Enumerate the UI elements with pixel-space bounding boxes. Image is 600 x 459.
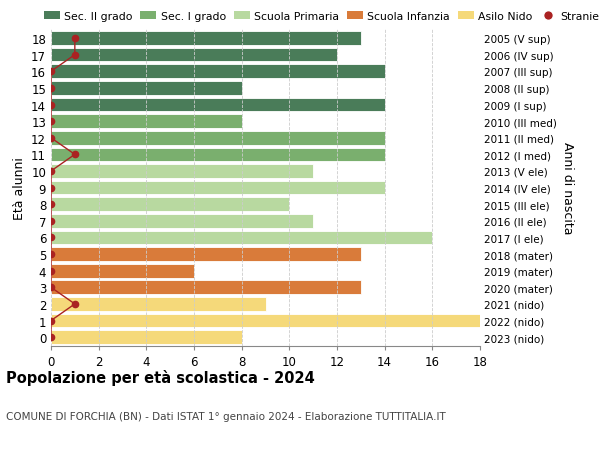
Bar bbox=[51, 297, 265, 311]
Bar bbox=[51, 115, 242, 129]
Y-axis label: Anni di nascita: Anni di nascita bbox=[561, 142, 574, 235]
Bar bbox=[51, 214, 313, 228]
Y-axis label: Età alunni: Età alunni bbox=[13, 157, 26, 219]
Bar bbox=[51, 281, 361, 295]
Bar bbox=[51, 49, 337, 62]
Legend: Sec. II grado, Sec. I grado, Scuola Primaria, Scuola Infanzia, Asilo Nido, Stran: Sec. II grado, Sec. I grado, Scuola Prim… bbox=[44, 11, 600, 22]
Text: Popolazione per età scolastica - 2024: Popolazione per età scolastica - 2024 bbox=[6, 369, 315, 386]
Bar bbox=[51, 132, 385, 145]
Bar bbox=[51, 165, 313, 179]
Bar bbox=[51, 330, 242, 344]
Bar bbox=[51, 65, 385, 79]
Bar bbox=[51, 264, 194, 278]
Bar bbox=[51, 99, 385, 112]
Bar bbox=[51, 314, 480, 328]
Text: COMUNE DI FORCHIA (BN) - Dati ISTAT 1° gennaio 2024 - Elaborazione TUTTITALIA.IT: COMUNE DI FORCHIA (BN) - Dati ISTAT 1° g… bbox=[6, 411, 446, 421]
Bar bbox=[51, 198, 289, 212]
Bar bbox=[51, 231, 433, 245]
Bar bbox=[51, 82, 242, 95]
Bar bbox=[51, 32, 361, 46]
Bar bbox=[51, 248, 361, 261]
Bar bbox=[51, 181, 385, 195]
Bar bbox=[51, 148, 385, 162]
